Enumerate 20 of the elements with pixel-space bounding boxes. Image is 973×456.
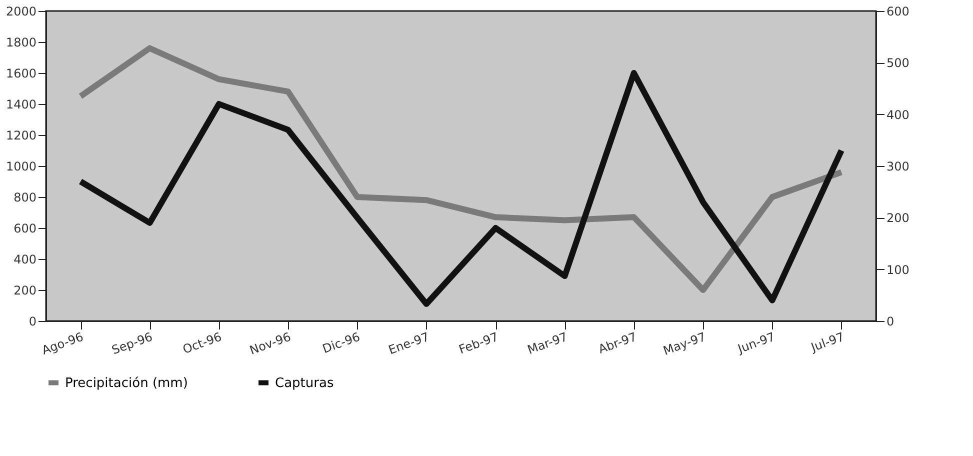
y-tick-label: 0 — [28, 314, 36, 328]
y-tick-label: 1000 — [6, 160, 36, 174]
y-tick-label: 600 — [14, 222, 36, 236]
y-tick-label: 1600 — [6, 66, 36, 80]
legend-label: Precipitación (mm) — [65, 376, 188, 391]
y2-tick-label: 100 — [886, 262, 910, 277]
y2-tick-label: 0 — [886, 314, 894, 328]
y-tick-label: 1200 — [6, 128, 36, 142]
y-tick-label: 1400 — [6, 98, 36, 112]
y2-tick-label: 500 — [886, 56, 910, 70]
y2-tick-label: 400 — [886, 108, 910, 122]
legend-label: Capturas — [275, 376, 334, 391]
y-tick-label: 400 — [14, 252, 36, 266]
y-tick-label: 2000 — [6, 4, 36, 18]
y2-tick-label: 600 — [886, 4, 910, 18]
y-tick-label: 200 — [14, 284, 36, 298]
y2-tick-label: 200 — [886, 211, 910, 226]
y-tick-label: 800 — [14, 190, 36, 204]
y2-tick-label: 300 — [886, 160, 910, 174]
y-tick-label: 1800 — [6, 36, 36, 50]
